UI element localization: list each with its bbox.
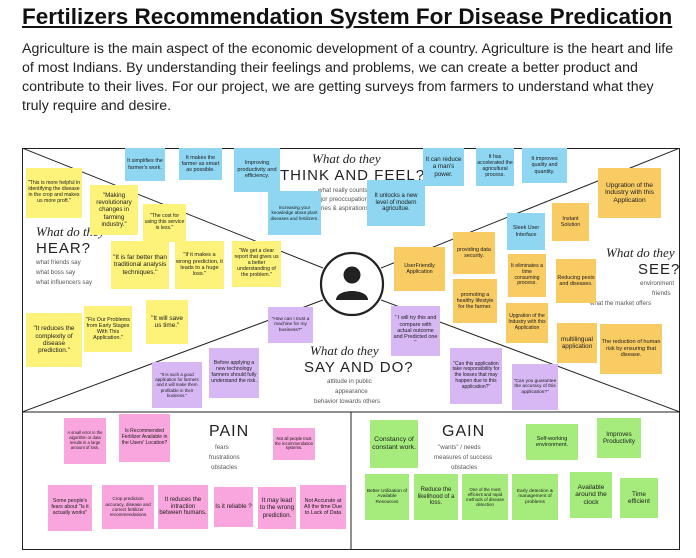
intro-paragraph: Agriculture is the main aspect of the ec…: [22, 41, 674, 114]
think-note-4: Increasing your knowledge about plant di…: [268, 191, 321, 235]
gain-note-2: Self-working environment.: [526, 424, 578, 460]
say-note-5: "Can this application take responsibilit…: [450, 348, 502, 404]
empathy-map: What do they THINK AND FEEL? what really…: [22, 148, 680, 550]
hear-note-6: "We get a clear report that gives us a b…: [232, 241, 281, 287]
pain-note-9: Not Accurate at All the time Due to Lack…: [300, 485, 346, 529]
gain-note-3: Improves Productivity: [597, 418, 641, 458]
think-note-5: It can reduce a man's power.: [423, 148, 464, 186]
say-note-3: Before applying a new technology farmers…: [209, 348, 259, 398]
think-bold-heading: THINK AND FEEL?: [280, 167, 426, 184]
pain-note-4: Some people's fears about "Is it actuall…: [48, 485, 92, 531]
gain-note-6: One of the most efficient and rapid meth…: [462, 474, 508, 520]
pain-sub-3: obstacles: [211, 464, 238, 471]
see-bold-heading: SEE?: [638, 261, 681, 278]
think-note-6: It has accelerated the agricultural proc…: [476, 148, 514, 186]
hear-sub-1: what friends say: [36, 259, 81, 266]
see-note-11: The reduction of human risk by ensuring …: [600, 324, 662, 374]
pain-sub-2: frustrations: [209, 454, 240, 461]
gain-heading: GAIN: [442, 423, 486, 440]
person-icon: [319, 251, 385, 317]
see-note-4: Upgration of the Industry with this Appl…: [598, 168, 661, 218]
see-note-10: multilingual application: [557, 323, 597, 363]
see-note-7: Reducing pests and diseases.: [556, 259, 596, 303]
think-note-7: It improves quality and quantity.: [522, 148, 567, 183]
gain-note-7: Early detection & management of problems: [512, 474, 558, 520]
say-note-6: "Can you guarantee the accuracy of this …: [512, 364, 558, 410]
say-note-4: "It is such a good application for farme…: [152, 362, 202, 408]
gain-note-1: Constancy of constant work.: [370, 420, 418, 468]
hear-note-3: "The cost for using this service is less…: [143, 204, 186, 242]
hear-sub-2: what boss say: [36, 269, 76, 276]
think-note-2: It makes the farmer as smart as possible…: [179, 148, 222, 180]
see-note-8: promoting a healthy lifestyle for the fa…: [453, 279, 497, 323]
hear-script-heading: What do they: [36, 224, 105, 239]
page-title: Fertilizers Recommendation System For Di…: [22, 4, 673, 29]
gain-sub-2: measures of success: [434, 454, 493, 461]
hear-note-4: "It is far better than traditional analy…: [111, 241, 169, 289]
pain-sub-1: fears: [215, 444, 229, 451]
see-note-2: Sleek User Interface: [507, 213, 545, 250]
see-note-9: Upgration of the Industry with this Appl…: [506, 303, 548, 343]
hear-bold-heading: HEAR?: [36, 240, 92, 257]
pain-note-6: It reduces the intraction between humans…: [158, 485, 208, 529]
think-script-heading: What do they: [312, 151, 381, 166]
see-note-6: It eliminates a time consuming process.: [508, 254, 546, 297]
gain-note-9: Time efficient: [620, 478, 658, 518]
hear-note-9: "It will save us time.": [146, 300, 188, 344]
see-sub-1: environment: [640, 280, 675, 287]
say-sub-3: behavior towards others: [314, 398, 381, 405]
pain-note-1: A small error in the algorithm or data r…: [64, 418, 106, 464]
gain-note-5: Reduce the likelihood of a loss.: [414, 474, 458, 520]
gain-note-8: Available around the clock: [570, 472, 612, 518]
hear-note-2: "Making revolutionary changes in farming…: [90, 185, 138, 235]
hear-note-8: "Fix Our Problems from Early Stages With…: [84, 306, 132, 352]
pain-note-8: It may lead to the wrong prediction.: [258, 487, 296, 529]
see-note-1: providing data security.: [453, 232, 495, 274]
hear-sub-3: what influencers say: [36, 279, 93, 286]
hear-note-1: "This is more helpful in identifying the…: [26, 168, 82, 218]
say-bold-heading: SAY AND DO?: [304, 359, 414, 376]
see-sub-2: friends: [652, 290, 671, 297]
see-note-5: UserFriendly Application: [394, 247, 445, 291]
gain-sub-3: obstacles: [451, 464, 478, 471]
pain-note-7: Is it reliable ?: [214, 487, 253, 527]
pain-note-3: Not all people trust the recommendation …: [273, 428, 315, 460]
think-sub-3: worries & aspirations: [311, 205, 369, 212]
see-script-heading: What do they: [606, 245, 675, 260]
see-sub-3: what the market offers: [590, 300, 652, 307]
think-note-1: It simplifies the farmer's work.: [125, 148, 165, 181]
hear-note-7: "It reduces the complexity of disease pr…: [26, 313, 82, 367]
pain-heading: PAIN: [209, 423, 250, 440]
gain-note-4: Better Utilization of Available Resource…: [365, 474, 409, 520]
pain-note-2: Is Recommended Fertilizer Available in t…: [119, 414, 170, 462]
think-note-3: Improving productivity and efficiency.: [234, 148, 280, 192]
say-note-1: "How can I trust a machine for my busine…: [268, 307, 313, 343]
say-script-heading: What do they: [310, 343, 379, 358]
hear-note-5: "If it makes a wrong prediction, it lead…: [175, 241, 224, 289]
pain-note-5: Crop prediction accuracy, disease and co…: [102, 485, 154, 529]
gain-sub-1: "wants" / needs: [438, 444, 481, 451]
think-note-8: It unlocks a new level of modern agricul…: [367, 180, 425, 226]
say-note-2: " I will try this and compare with actua…: [391, 306, 440, 356]
say-sub-2: appearance: [335, 388, 368, 395]
think-sub-2: major preoccupations: [312, 196, 372, 203]
say-sub-1: attitude in public: [327, 378, 372, 385]
think-sub-1: what really counts: [318, 187, 368, 194]
see-note-3: Instant Solution: [552, 203, 589, 241]
